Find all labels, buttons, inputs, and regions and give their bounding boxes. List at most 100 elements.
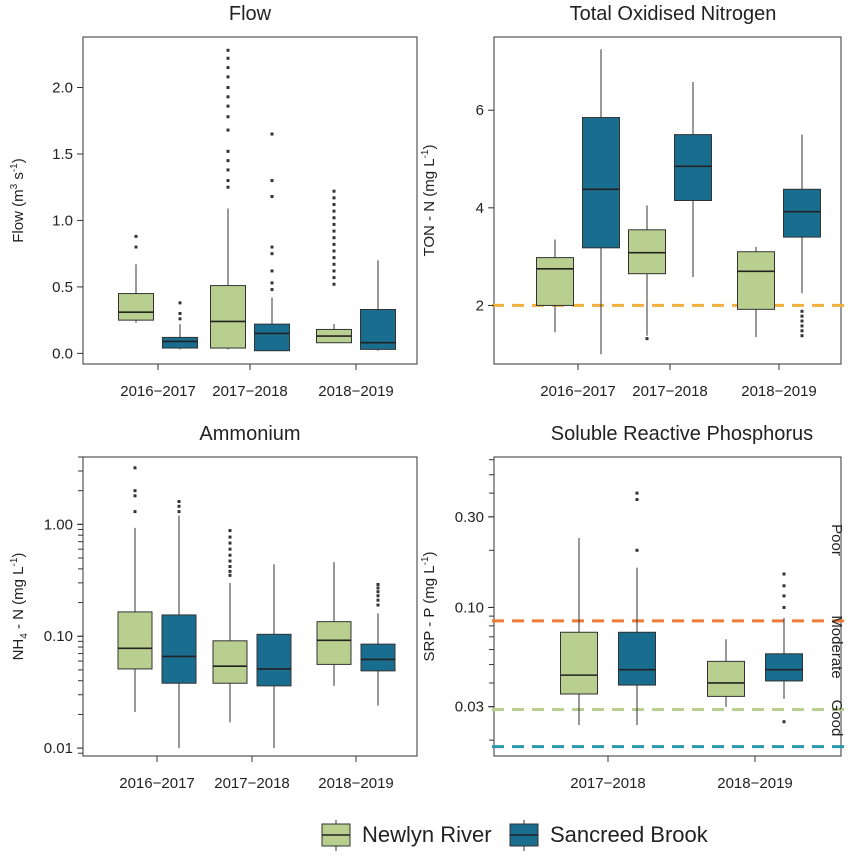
outlier-point	[133, 494, 137, 498]
y-tick-label: 4	[476, 200, 484, 217]
outlier-point	[226, 179, 230, 183]
box-sancreed	[162, 301, 198, 350]
outlier-point	[635, 548, 639, 552]
box-body	[737, 251, 775, 310]
outlier-point	[376, 598, 380, 602]
y-tick-label: 6	[476, 102, 484, 119]
outlier-point	[228, 559, 232, 563]
outlier-point	[228, 565, 232, 569]
y-tick-label: 2.0	[52, 80, 73, 97]
box-body	[118, 293, 154, 321]
outlier-point	[228, 573, 232, 577]
outlier-point	[782, 720, 786, 724]
y-tick-label: 1.5	[52, 146, 73, 163]
outlier-point	[133, 466, 137, 470]
y-axis-label-part: SRP - P (mg L	[421, 565, 438, 661]
panel-1: Flow 0.0 0.5 1.0 1.5 2.0 Flow (m3 s-1) 2016−201…	[9, 3, 418, 400]
box-sancreed	[256, 564, 292, 749]
legend: Newlyn River Sancreed Brook	[321, 820, 709, 851]
outlier-point	[177, 504, 181, 508]
x-tick-label: 2018−2019	[318, 383, 394, 400]
outlier-point	[332, 202, 336, 206]
outlier-point	[134, 234, 138, 238]
panel-title: Ammonium	[199, 423, 300, 445]
x-tick-label: 2016−2017	[540, 383, 616, 400]
box-body	[210, 285, 246, 349]
box-sancreed	[360, 260, 396, 351]
plot-frame	[82, 456, 418, 757]
outlier-point	[635, 498, 639, 502]
legend-label: Newlyn River	[362, 822, 492, 847]
y-tick-label: 1.0	[52, 212, 73, 229]
y-axis-label-part: )	[421, 551, 438, 556]
box-sancreed	[618, 491, 656, 726]
box-newlyn	[118, 234, 154, 323]
outlier-point	[782, 605, 786, 609]
panel-4: Soluble Reactive Phosphorus 0.03 0.10 0.30 S…	[420, 423, 847, 792]
outlier-point	[226, 86, 230, 90]
outlier-point	[270, 288, 274, 292]
outlier-point	[376, 582, 380, 586]
outlier-point	[270, 269, 274, 273]
x-tick-label: 2018−2019	[318, 775, 394, 792]
box-body	[783, 188, 821, 238]
box-newlyn	[536, 239, 574, 333]
box-newlyn	[628, 205, 666, 341]
box-sancreed	[674, 81, 712, 278]
outlier-point	[332, 262, 336, 266]
x-tick-label: 2017−2018	[214, 775, 290, 792]
outlier-point	[178, 317, 182, 321]
y-axis-label-part: )	[10, 158, 27, 163]
outlier-point	[228, 541, 232, 545]
box-body	[254, 323, 290, 352]
y-axis-label-part: 3	[9, 183, 20, 189]
outlier-point	[270, 252, 274, 256]
outlier-point	[228, 553, 232, 557]
outlier-point	[332, 189, 336, 193]
y-tick-label: 0.10	[44, 628, 73, 645]
outlier-point	[228, 547, 232, 551]
outlier-point	[332, 269, 336, 273]
outlier-point	[228, 535, 232, 539]
box-body	[212, 640, 248, 684]
y-axis-label-part: Flow (m	[10, 189, 27, 242]
y-axis-label-part: -1	[420, 149, 431, 158]
box-body	[707, 660, 745, 697]
y-axis-label-part: )	[421, 145, 438, 150]
outlier-point	[226, 75, 230, 79]
box-body	[618, 631, 656, 686]
box-body	[536, 257, 574, 306]
y-axis-label-part: -1	[9, 557, 20, 566]
panel-title: Flow	[229, 3, 272, 25]
zone-label-moderate: Moderate	[828, 615, 845, 678]
y-axis-label: SRP - P (mg L-1)	[420, 551, 438, 661]
y-axis-label-part: -1	[420, 556, 431, 565]
y-axis-label-part: TON - N (mg L	[421, 158, 438, 256]
x-tick-label: 2016−2017	[119, 775, 195, 792]
box-sancreed	[765, 572, 803, 724]
outlier-point	[228, 529, 232, 533]
box-body	[316, 621, 352, 665]
box-body	[161, 614, 197, 684]
box-sancreed	[360, 582, 396, 706]
box-newlyn	[212, 529, 248, 723]
outlier-point	[226, 185, 230, 189]
zone-label-poor: Poor	[828, 524, 845, 556]
outlier-point	[376, 603, 380, 607]
outlier-point	[332, 236, 336, 240]
outlier-point	[133, 510, 137, 514]
y-axis-label-part: s	[10, 172, 27, 184]
outlier-point	[178, 301, 182, 305]
outlier-point	[332, 249, 336, 253]
outlier-point	[270, 245, 274, 249]
y-tick-label: 0.0	[52, 345, 73, 362]
outlier-point	[800, 329, 804, 333]
outlier-point	[226, 168, 230, 172]
box-newlyn	[210, 48, 246, 350]
box-newlyn	[117, 466, 153, 713]
box-body	[628, 229, 666, 275]
x-tick-label: 2018−2019	[717, 775, 793, 792]
panel-title: Soluble Reactive Phosphorus	[551, 423, 813, 445]
outlier-point	[800, 314, 804, 318]
